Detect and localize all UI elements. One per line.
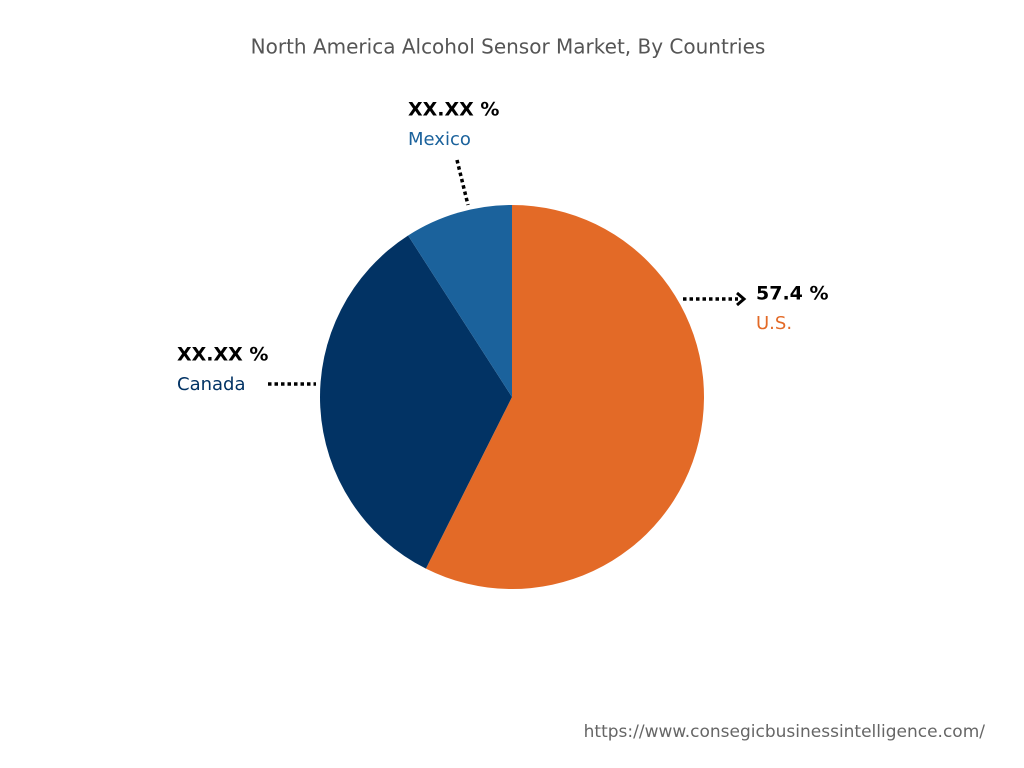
source-url: https://www.consegicbusinessintelligence… <box>584 722 986 742</box>
category-label: Canada <box>177 374 246 395</box>
category-label: Mexico <box>408 129 471 150</box>
leader-lines <box>268 159 738 386</box>
pie-slice <box>425 205 704 589</box>
category-label: U.S. <box>756 313 792 334</box>
chart-title: North America Alcohol Sensor Market, By … <box>251 35 766 59</box>
value-label: XX.XX % <box>177 344 268 366</box>
value-label: 57.4 % <box>756 283 829 305</box>
leader-line <box>455 159 470 206</box>
arrow-head <box>736 291 747 307</box>
pie-slice <box>320 235 512 569</box>
pie-slice <box>408 205 512 397</box>
value-label: XX.XX % <box>408 99 499 121</box>
